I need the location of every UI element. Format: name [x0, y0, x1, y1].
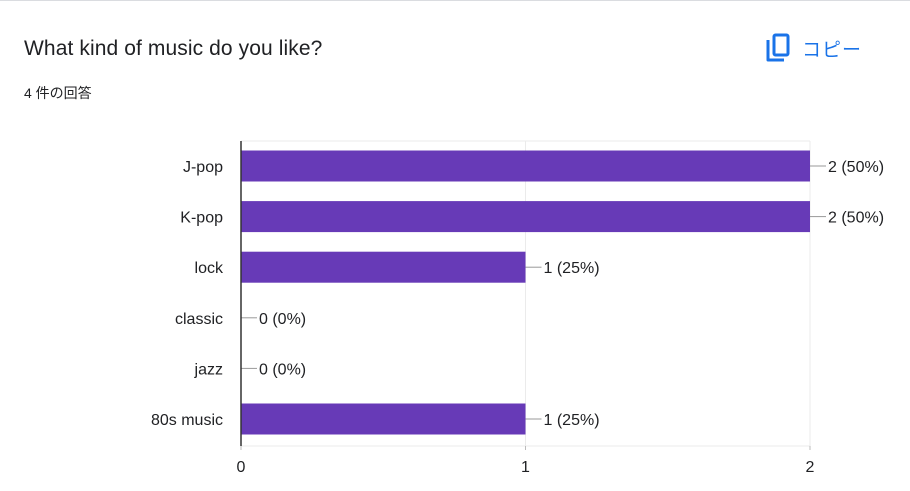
category-label: classic: [175, 311, 223, 328]
bar[interactable]: [241, 150, 810, 182]
x-tick-label: 0: [237, 459, 246, 476]
bar[interactable]: [241, 251, 526, 283]
category-label: lock: [195, 260, 224, 277]
data-label: 0 (0%): [259, 361, 306, 378]
copy-button[interactable]: コピー: [764, 31, 862, 65]
category-label: J-pop: [183, 159, 223, 176]
x-tick-label: 1: [521, 459, 530, 476]
category-label: jazz: [194, 361, 223, 378]
bar[interactable]: [241, 201, 810, 233]
data-label: 2 (50%): [828, 210, 884, 227]
data-label: 1 (25%): [544, 260, 600, 277]
bar[interactable]: [241, 403, 526, 435]
copy-button-label: コピー: [802, 39, 863, 61]
category-label: K-pop: [180, 210, 223, 227]
data-label: 2 (50%): [828, 159, 884, 176]
x-tick-label: 2: [806, 459, 815, 476]
category-label: 80s music: [151, 412, 223, 429]
data-label: 1 (25%): [544, 412, 600, 429]
data-label: 0 (0%): [259, 311, 306, 328]
response-count: 4 件の回答: [24, 85, 92, 101]
question-title: What kind of music do you like?: [24, 37, 323, 60]
copy-icon: [764, 32, 792, 64]
